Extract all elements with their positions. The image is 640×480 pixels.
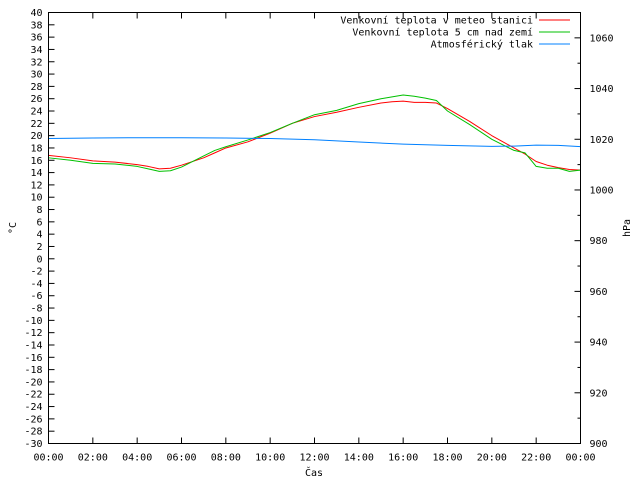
y-tick-label: 10 <box>30 193 42 204</box>
y2-tick-label: 1060 <box>590 33 614 44</box>
x-tick-label: 00:00 <box>33 453 63 464</box>
y-tick-label: 26 <box>30 94 42 105</box>
y2-tick-label: 960 <box>590 287 608 298</box>
y-tick-label: -16 <box>24 353 42 364</box>
y-tick-label: 2 <box>36 242 42 253</box>
y-tick-label: -12 <box>24 328 42 339</box>
series-line-2 <box>48 137 581 148</box>
y2-tick-label: 940 <box>590 338 608 349</box>
y-tick-label: -4 <box>30 279 42 290</box>
y2-tick-label: 1000 <box>590 185 614 196</box>
y-tick-label: -6 <box>30 291 42 302</box>
y-tick-label: 16 <box>30 156 42 167</box>
x-tick-label: 06:00 <box>166 453 196 464</box>
y-tick-label: -8 <box>30 304 42 315</box>
x-tick-label: 02:00 <box>78 453 108 464</box>
x-tick-label: 04:00 <box>122 453 152 464</box>
x-tick-label: 20:00 <box>477 453 507 464</box>
x-tick-label: 18:00 <box>432 453 462 464</box>
y-tick-label: -28 <box>24 427 42 438</box>
y-tick-label: 12 <box>30 180 42 191</box>
y-tick-label: -18 <box>24 365 42 376</box>
plot-frame <box>48 12 581 444</box>
legend-label-0: Venkovní teplota v meteo stanici <box>340 15 533 27</box>
x-axis-label: Čas <box>305 466 323 479</box>
y2-tick-label: 980 <box>590 236 608 247</box>
y-tick-label: 38 <box>30 20 42 31</box>
y-tick-label: 34 <box>30 45 42 56</box>
x-tick-label: 10:00 <box>255 453 285 464</box>
y-tick-label: 30 <box>30 70 42 81</box>
x-tick-label: 12:00 <box>299 453 329 464</box>
y-tick-label: -14 <box>24 340 42 351</box>
y2-tick-label: 900 <box>590 439 608 450</box>
y-tick-label: -20 <box>24 377 42 388</box>
x-tick-label: 22:00 <box>521 453 551 464</box>
y-tick-label: -2 <box>30 267 42 278</box>
y-axis-label: °C <box>8 222 19 234</box>
legend-label-1: Venkovní teplota 5 cm nad zemí <box>352 27 533 39</box>
y2-tick-label: 1040 <box>590 84 614 95</box>
y-tick-label: 14 <box>30 168 42 179</box>
y2-tick-label: 920 <box>590 388 608 399</box>
x-tick-label: 14:00 <box>344 453 374 464</box>
y-tick-label: 40 <box>30 8 42 19</box>
y-tick-label: -26 <box>24 414 42 425</box>
x-tick-label: 08:00 <box>211 453 241 464</box>
y-tick-label: -24 <box>24 402 42 413</box>
y2-axis-label: hPa <box>622 219 633 237</box>
y-tick-label: 32 <box>30 57 42 68</box>
legend: Venkovní teplota v meteo staniciVenkovní… <box>340 15 570 51</box>
x-tick-label: 16:00 <box>388 453 418 464</box>
y-tick-label: 22 <box>30 119 42 130</box>
y-tick-label: 0 <box>36 254 42 265</box>
y-tick-label: 20 <box>30 131 42 142</box>
series-line-1 <box>48 94 581 172</box>
y-tick-label: 6 <box>36 217 42 228</box>
y-tick-label: 28 <box>30 82 42 93</box>
x-tick-label: 00:00 <box>565 453 595 464</box>
y2-tick-label: 1020 <box>590 135 614 146</box>
legend-label-2: Atmosférický tlak <box>431 39 533 51</box>
y-tick-label: -10 <box>24 316 42 327</box>
series-line-0 <box>48 100 581 171</box>
y-tick-label: 18 <box>30 143 42 154</box>
y-tick-label: 36 <box>30 33 42 44</box>
y-tick-label: 24 <box>30 107 42 118</box>
y-tick-label: -30 <box>24 439 42 450</box>
y-tick-label: 8 <box>36 205 42 216</box>
y-tick-label: -22 <box>24 390 42 401</box>
y-tick-label: 4 <box>36 230 42 241</box>
